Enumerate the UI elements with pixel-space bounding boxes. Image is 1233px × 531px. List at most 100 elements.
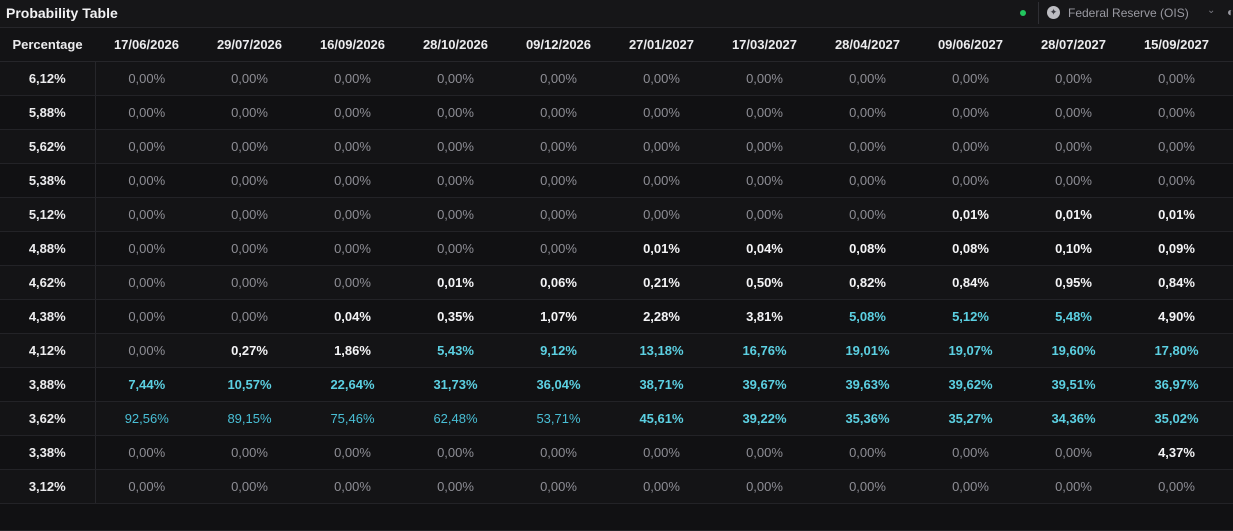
column-header-date[interactable]: 16/09/2026 <box>301 28 404 62</box>
column-header-date[interactable]: 17/06/2026 <box>95 28 198 62</box>
clipped-cell <box>713 503 816 531</box>
probability-cell: 0,00% <box>713 435 816 470</box>
probability-cell: 53,71% <box>507 401 610 436</box>
probability-cell: 2,28% <box>610 299 713 334</box>
column-header-date[interactable]: 28/10/2026 <box>404 28 507 62</box>
column-header-date[interactable]: 28/07/2027 <box>1022 28 1125 62</box>
table-row[interactable]: 3,38% 0,00% 0,00% 0,00% 0,00% 0,00% 0,00% 0,00%… <box>0 435 1233 470</box>
probability-cell: 0,09% <box>1125 231 1228 266</box>
probability-cell: 0,00% <box>301 197 404 232</box>
source-select[interactable]: ✦ Federal Reserve (OIS) ⌄ <box>1038 2 1224 24</box>
table-row[interactable]: 4,88% 0,00% 0,00% 0,00% 0,00% 0,00% 0,01% 0,04%… <box>0 231 1233 266</box>
probability-cell: 0,00% <box>507 163 610 198</box>
table-row[interactable]: 4,12% 0,00% 0,27% 1,86% 5,43% 9,12% 13,18% 16,7… <box>0 333 1233 368</box>
probability-cell: 0,00% <box>95 61 198 96</box>
column-header-date[interactable]: 28/04/2027 <box>816 28 919 62</box>
probability-cell: 19,60% <box>1022 333 1125 368</box>
probability-cell: 39,63% <box>816 367 919 402</box>
probability-cell: 92,56% <box>95 401 198 436</box>
probability-cell: 4,37% <box>1125 435 1228 470</box>
probability-cell: 0,00% <box>610 163 713 198</box>
probability-cell: 22,64% <box>301 367 404 402</box>
column-header-date[interactable]: 27/01/2027 <box>610 28 713 62</box>
probability-cell: 0,00% <box>198 435 301 470</box>
probability-cell: 0,06% <box>507 265 610 300</box>
probability-cell: 0,00% <box>95 231 198 266</box>
probability-cell: 0,00% <box>816 95 919 130</box>
row-rate-label: 4,38% <box>0 299 96 334</box>
probability-cell: 9,12% <box>507 333 610 368</box>
probability-cell: 0,50% <box>713 265 816 300</box>
probability-cell: 0,82% <box>816 265 919 300</box>
probability-cell: 0,00% <box>1022 469 1125 504</box>
clipped-cell <box>1125 503 1228 531</box>
probability-cell: 0,10% <box>1022 231 1125 266</box>
probability-cell: 31,73% <box>404 367 507 402</box>
probability-cell: 0,00% <box>301 129 404 164</box>
column-spacer <box>1228 28 1233 62</box>
probability-cell: 0,00% <box>404 129 507 164</box>
probability-cell: 0,08% <box>816 231 919 266</box>
probability-cell: 0,00% <box>95 129 198 164</box>
table-row[interactable]: 5,38% 0,00% 0,00% 0,00% 0,00% 0,00% 0,00% 0,00%… <box>0 163 1233 198</box>
clipped-cell <box>919 503 1022 531</box>
probability-cell: 0,00% <box>507 197 610 232</box>
probability-cell: 0,01% <box>1022 197 1125 232</box>
probability-cell: 0,00% <box>610 197 713 232</box>
probability-cell: 0,27% <box>198 333 301 368</box>
table-row[interactable]: 3,88% 7,44% 10,57% 22,64% 31,73% 36,04% 38,71%… <box>0 367 1233 402</box>
probability-cell: 0,00% <box>816 163 919 198</box>
probability-cell: 0,00% <box>507 95 610 130</box>
table-row[interactable]: 3,62% 92,56% 89,15% 75,46% 62,48% 53,71% 45,61… <box>0 401 1233 436</box>
fed-seal-icon: ✦ <box>1047 6 1060 19</box>
table-row[interactable]: 5,12% 0,00% 0,00% 0,00% 0,00% 0,00% 0,00% 0,00%… <box>0 197 1233 232</box>
probability-cell: 0,00% <box>198 95 301 130</box>
probability-cell: 0,00% <box>198 469 301 504</box>
column-header-date[interactable]: 15/09/2027 <box>1125 28 1228 62</box>
probability-cell: 0,00% <box>1022 95 1125 130</box>
row-spacer <box>1228 333 1233 368</box>
probability-cell: 0,04% <box>301 299 404 334</box>
probability-cell: 0,00% <box>610 95 713 130</box>
probability-cell: 0,00% <box>919 61 1022 96</box>
probability-cell: 4,90% <box>1125 299 1228 334</box>
probability-cell: 0,00% <box>507 469 610 504</box>
row-spacer <box>1228 197 1233 232</box>
probability-cell: 75,46% <box>301 401 404 436</box>
probability-cell: 0,00% <box>1125 163 1228 198</box>
probability-cell: 0,00% <box>713 129 816 164</box>
probability-cell: 0,00% <box>301 265 404 300</box>
probability-cell: 35,27% <box>919 401 1022 436</box>
probability-cell: 0,00% <box>404 435 507 470</box>
column-header-date[interactable]: 09/06/2027 <box>919 28 1022 62</box>
probability-cell: 0,08% <box>919 231 1022 266</box>
clipped-cell <box>0 503 95 531</box>
probability-cell: 0,00% <box>95 333 198 368</box>
column-header-date[interactable]: 29/07/2026 <box>198 28 301 62</box>
probability-cell: 0,35% <box>404 299 507 334</box>
column-header-date[interactable]: 17/03/2027 <box>713 28 816 62</box>
probability-cell: 19,07% <box>919 333 1022 368</box>
settings-icon[interactable]: ◐ <box>1227 5 1233 19</box>
probability-cell: 0,00% <box>816 129 919 164</box>
probability-cell: 0,00% <box>713 95 816 130</box>
probability-cell: 16,76% <box>713 333 816 368</box>
table-row[interactable]: 3,12% 0,00% 0,00% 0,00% 0,00% 0,00% 0,00% 0,00%… <box>0 469 1233 504</box>
probability-cell: 34,36% <box>1022 401 1125 436</box>
row-rate-label: 5,12% <box>0 197 96 232</box>
table-row[interactable]: 5,88% 0,00% 0,00% 0,00% 0,00% 0,00% 0,00% 0,00%… <box>0 95 1233 130</box>
chevron-down-icon: ⌄ <box>1207 5 1216 16</box>
column-header-date[interactable]: 09/12/2026 <box>507 28 610 62</box>
probability-cell: 0,00% <box>301 163 404 198</box>
probability-cell: 0,00% <box>816 435 919 470</box>
probability-cell: 0,01% <box>1125 197 1228 232</box>
probability-cell: 0,95% <box>1022 265 1125 300</box>
table-row[interactable]: 5,62% 0,00% 0,00% 0,00% 0,00% 0,00% 0,00% 0,00%… <box>0 129 1233 164</box>
probability-cell: 0,04% <box>713 231 816 266</box>
probability-cell: 0,00% <box>301 435 404 470</box>
probability-cell: 36,04% <box>507 367 610 402</box>
probability-cell: 0,00% <box>198 163 301 198</box>
table-row[interactable]: 4,62% 0,00% 0,00% 0,00% 0,01% 0,06% 0,21% 0,50%… <box>0 265 1233 300</box>
table-row[interactable]: 6,12% 0,00% 0,00% 0,00% 0,00% 0,00% 0,00% 0,00%… <box>0 61 1233 96</box>
table-row[interactable]: 4,38% 0,00% 0,00% 0,04% 0,35% 1,07% 2,28% 3,81%… <box>0 299 1233 334</box>
